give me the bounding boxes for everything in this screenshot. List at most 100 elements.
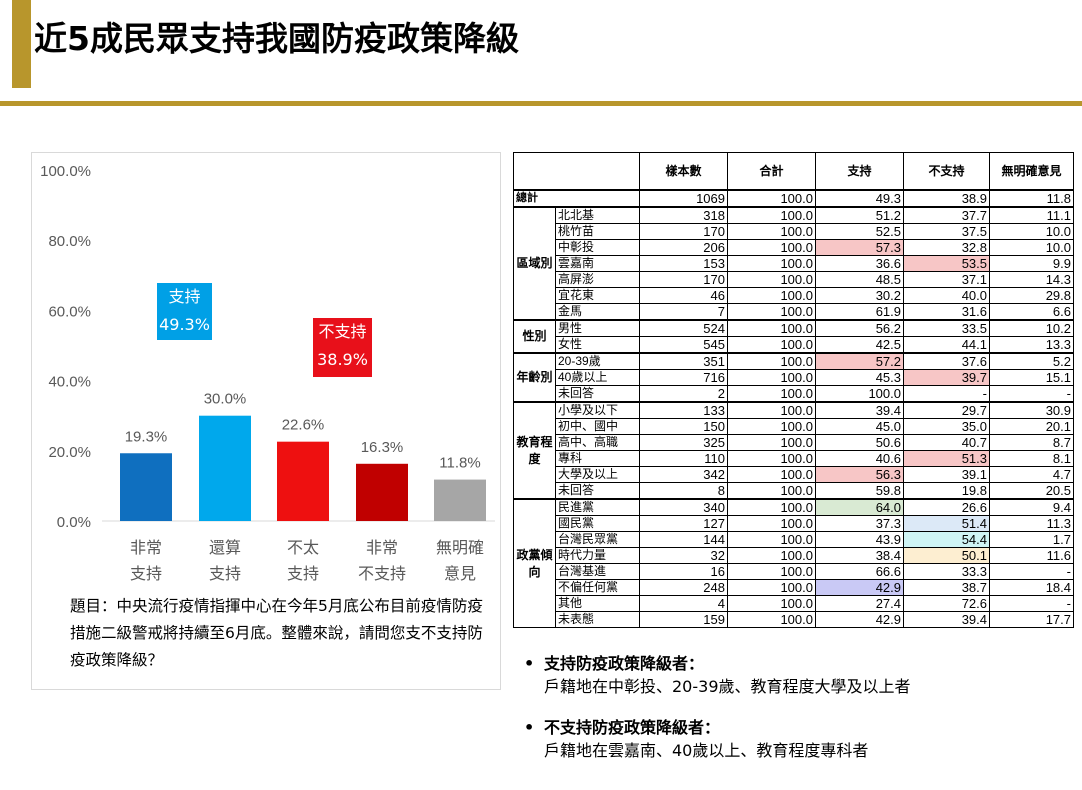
table-cell: 40.0 — [903, 287, 990, 304]
table-cell: 42.9 — [815, 611, 904, 628]
table-row: 中彰投 206 100.0 57.3 32.8 10.0 — [514, 239, 1074, 256]
table-cell: 100.0 — [727, 515, 816, 532]
x-tick-label: 意見 — [444, 564, 476, 583]
table-cell: 11.1 — [989, 206, 1074, 224]
bar-value-label: 11.8% — [439, 455, 480, 472]
table-cell: 56.2 — [815, 319, 904, 337]
table-cell: 33.5 — [903, 319, 990, 337]
table-cell: 32 — [639, 547, 728, 564]
group-label: 年齡別 — [513, 352, 556, 403]
table-cell: 54.4 — [903, 531, 990, 548]
table-cell: 1.7 — [989, 531, 1074, 548]
table-cell: 100.0 — [815, 385, 904, 403]
table-cell: 100.0 — [727, 482, 816, 500]
table-row: 未回答 2 100.0 100.0- - — [514, 385, 1074, 403]
table-cell: 100.0 — [727, 385, 816, 403]
table-cell: 17.7 — [989, 611, 1074, 628]
table-cell: 39.7 — [903, 369, 990, 386]
table-cell: 325 — [639, 434, 728, 451]
table-cell: 100.0 — [727, 287, 816, 304]
x-tick-label: 不太 — [287, 538, 319, 557]
table-cell: 29.7 — [903, 401, 990, 419]
table-cell: 42.5 — [815, 336, 904, 354]
table-row: 性別 男性 524 100.0 56.2 33.5 10.2 — [513, 319, 1074, 354]
table-cell: 35.0 — [903, 418, 990, 435]
table-cell: 18.4 — [989, 579, 1074, 596]
row-label: 雲嘉南 — [555, 255, 640, 272]
table-cell: 340 — [639, 498, 728, 516]
table-cell: 4 — [639, 595, 728, 612]
bar-value-label: 30.0% — [204, 391, 247, 408]
table-cell: 100.0 — [727, 303, 816, 321]
finding-detail: 戶籍地在中彰投、20-39歲、教育程度大學及以上者 — [544, 677, 911, 696]
x-tick-label: 無明確 — [436, 538, 484, 557]
row-label: 專科 — [555, 450, 640, 467]
table-cell: 8 — [639, 482, 728, 500]
row-label: 不偏任何黨 — [555, 579, 640, 596]
table-cell: 100.0 — [727, 434, 816, 451]
table-cell: 27.4 — [815, 595, 904, 612]
table-cell: 53.5 — [903, 255, 990, 272]
finding-title: 不支持防疫政策降級者： — [544, 718, 721, 737]
bullet-icon: • — [524, 654, 535, 673]
table-cell: 127 — [639, 515, 728, 532]
bar-value-label: 22.6% — [282, 417, 325, 434]
table-cell: 159 — [639, 611, 728, 628]
column-header: 支持 — [815, 152, 904, 191]
table-row: 政黨傾向 民進黨 340 100.0 64.0 26.6 9.4 — [513, 498, 1074, 628]
table-cell: 100.0 — [727, 531, 816, 548]
page-title: 近5成民眾支持我國防疫政策降級 — [34, 19, 519, 58]
table-cell: 20.1 — [989, 418, 1074, 435]
table-cell: 14.3 — [989, 271, 1074, 288]
table-row: 桃竹苗 170 100.0 52.5 37.5 10.0 — [514, 223, 1074, 240]
table-cell: 51.3 — [903, 450, 990, 467]
table-cell: 716 — [639, 369, 728, 386]
table-cell: 32.8 — [903, 239, 990, 256]
table-header-row: 樣本數 合計 支持 不支持 無明確意見 — [513, 152, 1074, 191]
table-cell: 40.6 — [815, 450, 904, 467]
table-cell: 15.1 — [989, 369, 1074, 386]
table-row-total: 總計 1069 100.0 49.3 38.9 11.8 — [513, 189, 1074, 208]
table-cell: 30.9 — [989, 401, 1074, 419]
column-header: 無明確意見 — [989, 152, 1074, 191]
table-cell: - — [903, 385, 990, 403]
table-cell: 48.5 — [815, 271, 904, 288]
table-row: 台灣民眾黨 144 100.0 43.9 54.4 1.7 — [514, 531, 1074, 548]
table-row: 40歲以上 716 100.0 45.3 39.7 15.1 — [514, 369, 1074, 386]
table-cell: 51.4 — [903, 515, 990, 532]
bar — [120, 453, 172, 521]
y-tick-label: 0.0% — [57, 514, 91, 531]
table-row: 金馬 7 100.0 61.9 31.6 6.6 — [514, 303, 1074, 321]
row-label: 高中、高職 — [555, 434, 640, 451]
x-tick-label: 支持 — [287, 564, 319, 583]
table-cell: 61.9 — [815, 303, 904, 321]
bar — [199, 415, 251, 521]
oppose-total-callout: 不支持 38.9% — [313, 318, 372, 377]
title-divider — [0, 101, 1082, 106]
row-label: 中彰投 — [555, 239, 640, 256]
table-cell: 318 — [639, 206, 728, 224]
table-cell: 7 — [639, 303, 728, 321]
table-cell: 16 — [639, 563, 728, 580]
table-cell: 66.6 — [815, 563, 904, 580]
table-row: 區域別 北北基 318 100.0 51.2 37.7 11.1 — [513, 206, 1074, 321]
table-cell: 100.0 — [727, 563, 816, 580]
row-label: 未表態 — [555, 611, 640, 628]
table-cell: 45.3 — [815, 369, 904, 386]
table-cell: 20.5 — [989, 482, 1074, 500]
table-cell: 248 — [639, 579, 728, 596]
findings-list: • 支持防疫政策降級者： 戶籍地在中彰投、20-39歲、教育程度大學及以上者 • 不… — [524, 652, 911, 780]
support-callout-label: 支持 — [168, 287, 201, 306]
table-row: 時代力量 32 100.0 38.4 50.1 11.6 — [514, 547, 1074, 564]
bar-value-label: 19.3% — [125, 428, 168, 445]
table-row: 國民黨 127 100.0 37.3 51.4 11.3 — [514, 515, 1074, 532]
table-cell: 100.0 — [727, 466, 816, 483]
x-tick-label: 非常 — [130, 538, 162, 557]
row-label: 台灣基進 — [555, 563, 640, 580]
table-cell: 44.1 — [903, 336, 990, 354]
table-cell: 39.4 — [815, 401, 904, 419]
table-row: 女性 545 100.0 42.5 44.1 13.3 — [514, 336, 1074, 354]
table-row: 未回答 8 100.0 59.8 19.8 20.5 — [514, 482, 1074, 500]
table-cell: 9.4 — [989, 498, 1074, 516]
